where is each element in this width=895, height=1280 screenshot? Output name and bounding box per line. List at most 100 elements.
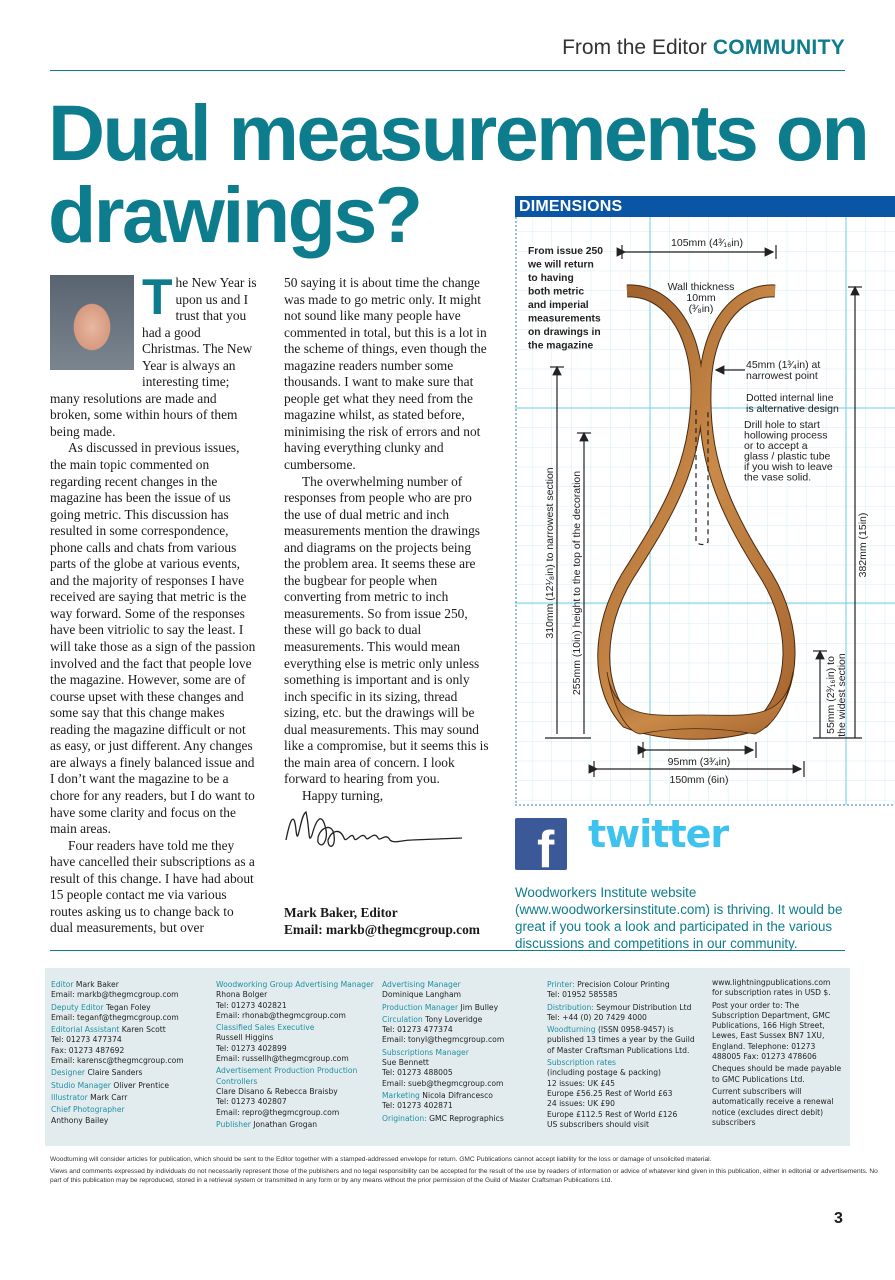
- credit-name: Rhona Bolger: [216, 990, 268, 1000]
- credit-detail: Tel: 01952 585585: [547, 990, 618, 1000]
- credit-detail: Tel: 01273 477374: [382, 1025, 453, 1035]
- credit-role: Classified Sales Executive: [216, 1023, 315, 1033]
- credit-entry: Deputy Editor Tegan Foley Email: teganf@t…: [51, 1003, 211, 1024]
- credit-role: Subscription rates: [547, 1058, 616, 1068]
- credit-role: Woodturning: [547, 1025, 596, 1035]
- credit-name: Claire Sanders: [87, 1068, 143, 1078]
- credit-role: Chief Photographer: [51, 1105, 125, 1115]
- credit-name: Tegan Foley: [105, 1002, 151, 1012]
- credit-name: (ISSN 0958-9457) is published 13 times a…: [547, 1025, 695, 1055]
- credit-role: Advertising Manager: [382, 980, 461, 989]
- editor-email[interactable]: Email: markb@thegmcgroup.com: [284, 921, 480, 937]
- credit-detail: Email: russellh@thegmcgroup.com: [216, 1054, 349, 1064]
- credit-role: Publisher: [216, 1119, 251, 1129]
- facebook-icon[interactable]: f: [515, 818, 567, 870]
- credit-entry: Distribution: Seymour Distribution Ltd T…: [547, 1003, 702, 1024]
- credit-detail: Fax: 01273 487692: [51, 1045, 125, 1055]
- paragraph: Four readers have told me they have canc…: [50, 837, 255, 936]
- category-name: COMMUNITY: [712, 36, 845, 59]
- credit-entry: Production Manager Jim Bulley: [382, 1003, 542, 1013]
- paragraph: Happy turning,: [302, 787, 384, 803]
- diagram-heading-band: DIMENSIONS: [515, 196, 895, 217]
- section-name: From the Editor: [562, 36, 707, 59]
- credit-entry: Marketing Nicola Difrancesco Tel: 01273 4…: [382, 1091, 542, 1112]
- wall-thickness-label: Wall thickness 10mm (³⁄₈in): [668, 281, 735, 315]
- credit-role: Illustrator: [51, 1092, 88, 1102]
- credit-detail: Email: tonyl@thegmcgroup.com: [382, 1035, 505, 1045]
- credit-role: Circulation: [382, 1014, 423, 1024]
- credit-role: Advertisement Production Production Cont…: [216, 1066, 358, 1086]
- article-title: Dual measurements on drawings?: [48, 88, 870, 259]
- max-width-label: 150mm (6in): [670, 774, 729, 786]
- credit-detail: Email: sueb@thegmcgroup.com: [382, 1078, 504, 1088]
- editor-signature: [285, 811, 463, 847]
- credit-detail: Anthony Bailey: [51, 1115, 109, 1125]
- credit-detail: Tel: 01273 402807: [216, 1097, 287, 1107]
- credit-name: Precision Colour Printing: [577, 980, 670, 989]
- credit-detail: Clare Disano & Rebecca Braisby: [216, 1086, 338, 1096]
- credit-name: Mark Carr: [90, 1092, 128, 1102]
- credit-detail: Email: rhonab@thegmcgroup.com: [216, 1010, 346, 1020]
- credit-role: Subscriptions Manager: [382, 1047, 469, 1057]
- credit-role: Deputy Editor: [51, 1002, 104, 1012]
- credit-detail: Tel: 01273 402899: [216, 1043, 287, 1053]
- credit-detail: US subscribers should visit: [547, 1119, 649, 1129]
- credit-name: Jim Bulley: [460, 1002, 499, 1012]
- credit-entry: Classified Sales Executive Russell Higgi…: [216, 1023, 376, 1064]
- credit-role: Marketing: [382, 1090, 420, 1100]
- twitter-logo[interactable]: twitter: [588, 812, 729, 856]
- credit-entry: Woodturning (ISSN 0958-9457) is publishe…: [547, 1025, 702, 1056]
- credit-detail: Email: repro@thegmcgroup.com: [216, 1107, 340, 1117]
- credit-detail: Sue Bennett: [382, 1058, 429, 1068]
- credit-role: Origination:: [382, 1113, 427, 1123]
- credits-column-3: Advertising Manager Dominique Langham Pro…: [382, 978, 542, 1124]
- credit-entry: Subscriptions Manager Sue Bennett Tel: 01…: [382, 1048, 542, 1089]
- paragraph: he New Year is upon us and I trust that …: [50, 275, 257, 439]
- page-number: 3: [834, 1210, 843, 1227]
- credit-entry: Advertising Manager Dominique Langham: [382, 980, 542, 1001]
- credit-entry: Editorial Assistant Karen Scott Tel: 0127…: [51, 1025, 211, 1066]
- credits-column-5: www.lightningpublications.com for subscr…: [712, 978, 842, 1127]
- signature-block: Mark Baker, Editor Email: markb@thegmcgr…: [284, 905, 480, 938]
- credit-role: Production Manager: [382, 1002, 459, 1012]
- credit-role: Designer: [51, 1068, 86, 1078]
- credit-entry: Subscription rates (including postage & …: [547, 1058, 702, 1130]
- credit-entry: Woodworking Group Advertising Manager Rh…: [216, 980, 376, 1021]
- credit-detail: Europe £112.5 Rest of World £126: [547, 1109, 678, 1119]
- dimension-arrows: [545, 245, 862, 777]
- credit-name: Mark Baker: [75, 980, 119, 989]
- credit-name: Nicola Difrancesco: [422, 1090, 493, 1100]
- section-divider: [50, 950, 845, 951]
- credit-name: GMC Reprographics: [429, 1113, 504, 1123]
- credit-detail: Tel: 01273 402821: [216, 1000, 287, 1010]
- credit-role: Editor: [51, 980, 74, 989]
- credit-entry: Advertisement Production Production Cont…: [216, 1066, 376, 1117]
- height-255-label: 255mm (10in) height to the top of the de…: [571, 471, 583, 695]
- credit-detail: Email: markb@thegmcgroup.com: [51, 990, 179, 1000]
- paragraph: As discussed in previous issues, the mai…: [50, 440, 256, 837]
- credits-column-1: Editor Mark Baker Email: markb@thegmcgrou…: [51, 978, 211, 1126]
- drill-hole-label: Drill hole to start hollowing process or t…: [744, 419, 833, 484]
- dotted-line-label: Dotted internal line is alternative desig…: [746, 392, 839, 415]
- narrowest-label: 45mm (1³⁄₄in) at narrowest point: [746, 359, 820, 382]
- credit-detail: 12 issues: UK £45: [547, 1078, 615, 1088]
- credit-detail: Russell Higgins: [216, 1033, 274, 1043]
- credit-entry: Circulation Tony Loveridge Tel: 01273 477…: [382, 1015, 542, 1046]
- credit-detail: Tel: 01273 477374: [51, 1035, 122, 1045]
- credit-name: Seymour Distribution Ltd Tel: +44 (0) 20…: [547, 1002, 692, 1022]
- credits-column-2: Woodworking Group Advertising Manager Rh…: [216, 978, 376, 1130]
- paragraph: The overwhelming number of responses fro…: [284, 473, 489, 787]
- credit-name: Oliver Prentice: [113, 1080, 170, 1090]
- credit-detail: Email: teganf@thegmcgroup.com: [51, 1012, 179, 1022]
- legal-footer: Woodturning will consider articles for p…: [50, 1156, 878, 1184]
- article-column-2: 50 saying it is about time the change wa…: [284, 275, 490, 805]
- credit-entry: Editor Mark Baker Email: markb@thegmcgrou…: [51, 980, 211, 1001]
- running-header: From the Editor COMMUNITY: [562, 36, 845, 60]
- credit-name: Jonathan Grogan: [253, 1119, 318, 1129]
- editor-name: Mark Baker, Editor: [284, 905, 398, 920]
- credit-detail: Tel: 01273 402871: [382, 1101, 453, 1111]
- drop-cap: T: [142, 269, 173, 325]
- credit-detail: (including postage & packing): [547, 1068, 662, 1078]
- credit-entry: Studio Manager Oliver Prentice: [51, 1081, 211, 1091]
